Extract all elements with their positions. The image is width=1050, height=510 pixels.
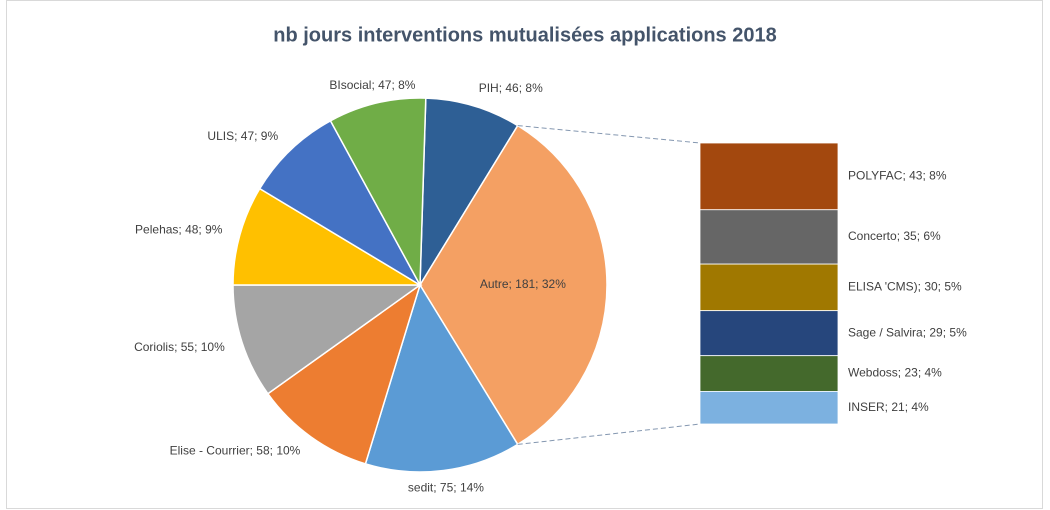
connector-line: [517, 125, 701, 144]
bar-label: INSER; 21; 4%: [848, 400, 929, 414]
pie-slice: [266, 283, 422, 465]
chart-title: nb jours interventions mutualisées appli…: [273, 24, 776, 46]
bar-segment: [699, 390, 839, 425]
slice-label: Elise - Courrier; 58; 10%: [170, 444, 301, 458]
slice-label: Pelehas; 48; 9%: [135, 222, 223, 236]
pie-slice: [232, 187, 423, 286]
bar-label: POLYFAC; 43; 8%: [848, 169, 947, 183]
pie-slice: [419, 97, 519, 288]
slice-label: ULIS; 47; 9%: [207, 129, 278, 143]
slice-label: Coriolis; 55; 10%: [134, 340, 225, 354]
bar-segment: [699, 310, 839, 357]
pie-slice: [364, 283, 519, 473]
connector-line: [517, 423, 701, 445]
bar-segment: [699, 263, 839, 312]
pie-slice: [329, 97, 427, 288]
bar-label: ELISA 'CMS); 30; 5%: [848, 280, 962, 294]
bar-segment: [699, 209, 839, 265]
slice-label: PIH; 46; 8%: [479, 81, 543, 95]
bar-label: Webdoss; 23; 4%: [848, 366, 942, 380]
pie-slice: [232, 284, 423, 395]
bar-segment: [699, 355, 839, 392]
bar-segment: [699, 142, 839, 211]
bar-label: Concerto; 35; 6%: [848, 229, 941, 243]
bar-label: Sage / Salvira; 29; 5%: [848, 325, 967, 339]
pie-slice: [258, 119, 422, 288]
slice-label: BIsocial; 47; 8%: [329, 78, 415, 92]
pie-slice: [419, 124, 608, 446]
slice-label: Autre; 181; 32%: [480, 277, 566, 291]
slice-label: sedit; 75; 14%: [408, 481, 484, 495]
